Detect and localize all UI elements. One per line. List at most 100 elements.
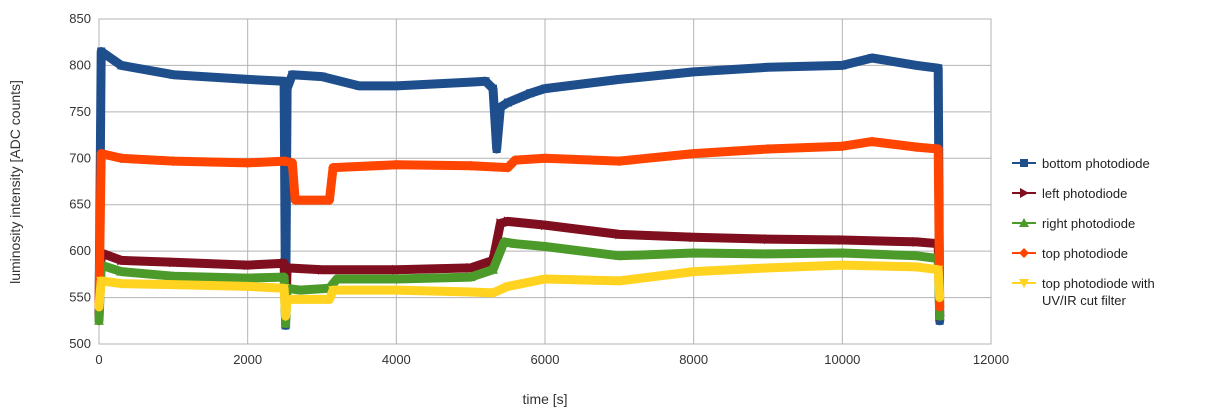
legend-label: top photodiode with: [1042, 276, 1155, 291]
series-5: [94, 260, 945, 322]
data-point: [169, 70, 178, 79]
data-point: [496, 103, 505, 112]
series-4: [94, 136, 945, 312]
legend-marker: [1019, 248, 1029, 258]
data-point: [837, 261, 848, 271]
data-point: [688, 148, 699, 159]
data-point: [764, 234, 773, 245]
x-tick-label: 8000: [679, 352, 708, 367]
legend-label: UV/IR cut filter: [1042, 293, 1126, 308]
data-point: [614, 250, 625, 260]
y-tick-label: 800: [69, 57, 91, 72]
data-point: [288, 70, 297, 79]
y-axis-title: luminosity intensity [ADC counts]: [7, 80, 23, 284]
data-point: [328, 286, 339, 296]
data-point: [94, 302, 104, 312]
data-point: [934, 311, 945, 321]
data-point: [934, 301, 945, 312]
data-point: [911, 142, 922, 153]
x-tick-label: 12000: [973, 352, 1009, 367]
data-point: [168, 271, 179, 281]
legend-label: bottom photodiode: [1042, 156, 1150, 171]
data-point: [242, 157, 253, 168]
data-point: [510, 155, 521, 166]
y-tick-label: 750: [69, 104, 91, 119]
y-tick-label: 600: [69, 243, 91, 258]
data-point: [318, 264, 327, 275]
legend-item: bottom photodiode: [1012, 156, 1150, 171]
data-point: [615, 229, 625, 240]
data-point: [391, 159, 402, 170]
data-point: [324, 195, 335, 206]
data-point: [540, 153, 550, 164]
data-point: [492, 145, 501, 153]
legend-marker: [1019, 218, 1029, 227]
data-point: [837, 141, 848, 152]
data-point: [838, 235, 848, 245]
data-point: [466, 78, 475, 87]
data-point: [689, 67, 698, 76]
legend-item: top photodiode with UV/IR cut filter: [1012, 276, 1155, 308]
data-point: [867, 136, 878, 147]
data-point: [280, 312, 291, 322]
data-point: [279, 284, 290, 294]
data-point: [541, 220, 550, 231]
data-point: [935, 316, 944, 325]
data-point: [97, 47, 106, 56]
data-point: [688, 267, 699, 277]
data-point: [503, 98, 512, 107]
data-point: [280, 258, 290, 269]
data-point: [510, 238, 521, 248]
data-point: [116, 266, 127, 276]
legend-item: top photodiode: [1012, 246, 1128, 261]
x-tick-label: 6000: [531, 352, 560, 367]
series-line: [98, 240, 941, 324]
data-point: [331, 274, 342, 283]
legend-label: top photodiode: [1042, 246, 1128, 261]
data-point: [615, 75, 624, 84]
legend-marker: [1020, 188, 1029, 198]
data-point: [168, 156, 179, 167]
series-layer: [94, 47, 945, 330]
data-point: [324, 295, 335, 305]
data-point: [689, 232, 699, 243]
data-point: [540, 241, 550, 251]
data-point: [934, 64, 943, 73]
data-point: [763, 248, 773, 258]
data-point: [933, 144, 944, 154]
series-2: [94, 216, 945, 324]
data-point: [328, 162, 339, 173]
data-point: [465, 272, 476, 282]
data-point: [116, 279, 127, 289]
data-point: [868, 54, 877, 62]
x-tick-label: 2000: [233, 352, 262, 367]
legend-label: right photodiode: [1042, 216, 1135, 231]
data-point: [279, 156, 290, 167]
data-point: [168, 280, 179, 290]
data-point: [169, 257, 179, 268]
y-tick-label: 700: [69, 150, 91, 165]
y-tick-label: 500: [69, 336, 91, 351]
tick-labels: 500 550 600 650 700 750 800 850 0 2000 4000 6000 800…: [69, 11, 1009, 367]
data-point: [465, 288, 476, 297]
data-point: [282, 295, 293, 305]
y-tick-label: 550: [69, 290, 91, 305]
legend-label: left photodiode: [1042, 186, 1127, 201]
data-point: [540, 275, 550, 284]
data-point: [526, 89, 535, 98]
data-point: [318, 72, 326, 81]
data-point: [243, 75, 252, 84]
data-point: [487, 288, 498, 298]
data-point: [96, 148, 107, 159]
legend-marker: [1020, 159, 1028, 167]
data-point: [242, 282, 253, 292]
data-point: [838, 61, 847, 70]
data-point: [763, 263, 773, 273]
data-point: [934, 293, 945, 303]
data-point: [465, 160, 476, 171]
data-point: [933, 265, 944, 275]
x-tick-label: 10000: [824, 352, 860, 367]
data-point: [502, 282, 513, 292]
data-point: [912, 236, 922, 247]
series-band: [94, 260, 945, 321]
